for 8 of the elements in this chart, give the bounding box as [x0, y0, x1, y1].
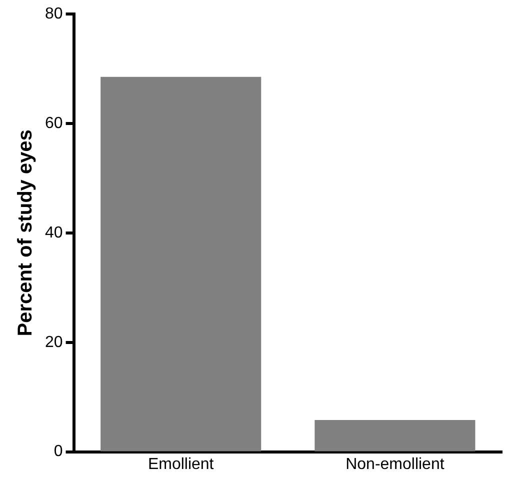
y-tick-label: 40	[45, 224, 63, 242]
x-tick-label: Non-emollient	[346, 456, 445, 473]
y-tick-label: 60	[45, 114, 63, 132]
y-tick-label: 80	[45, 5, 63, 22]
y-axis-title: Percent of study eyes	[14, 130, 37, 336]
x-tick-label: Emollient	[148, 456, 214, 473]
y-tick-label: 0	[54, 443, 63, 460]
y-tick-label: 20	[45, 334, 63, 351]
